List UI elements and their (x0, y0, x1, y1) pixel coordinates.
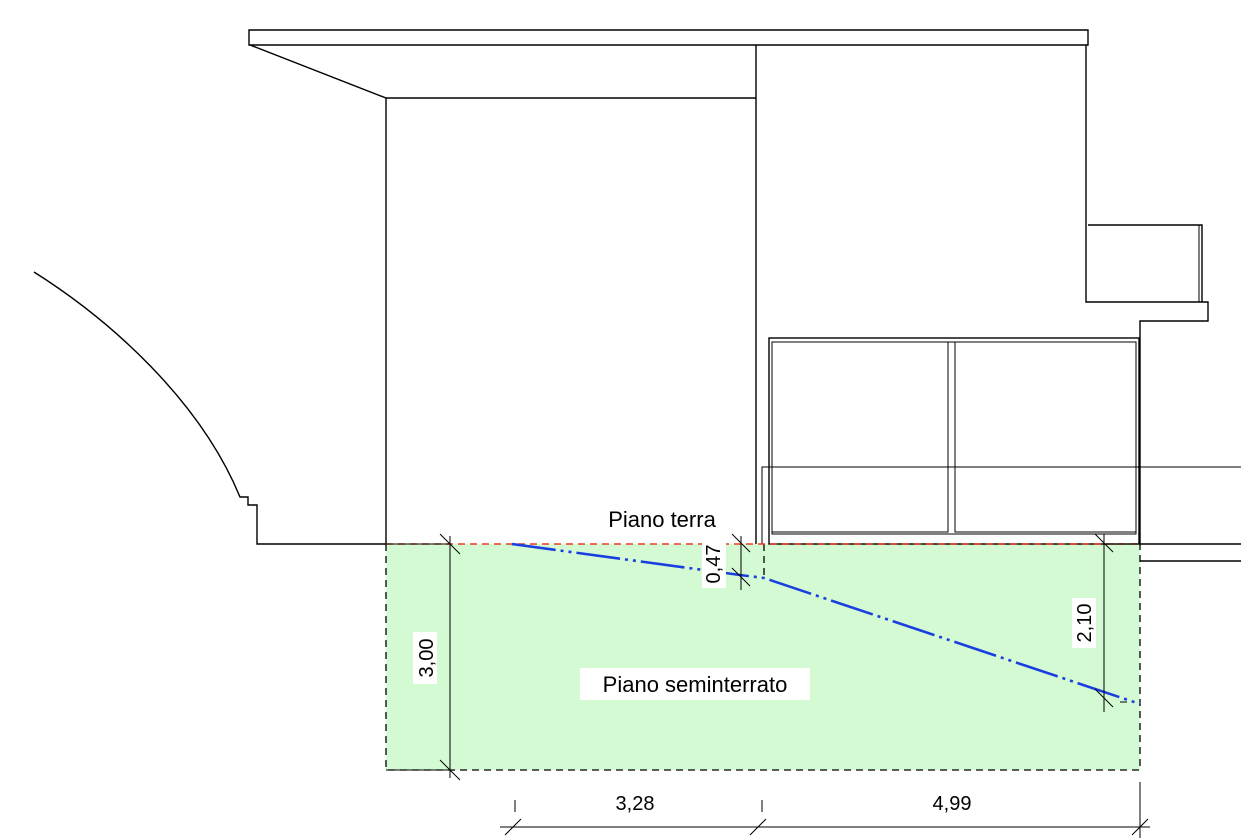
guard-rail (761, 466, 1241, 544)
semi-basement-area (386, 544, 1140, 770)
roof-slab (248, 29, 1089, 46)
roof-cantilever (249, 44, 756, 99)
ground-floor-label: Piano terra (608, 507, 716, 532)
dimension-height-right: 2,10 (1072, 533, 1140, 712)
window-frame-outer (768, 337, 1140, 545)
semi-basement-label: Piano seminterrato (603, 672, 788, 697)
dimension-height-left: 3,00 (386, 533, 461, 781)
right-facade (1085, 45, 1209, 544)
arch-outline (33, 271, 386, 545)
dimension-height-mid: 0,47 (702, 533, 751, 590)
window-pane-right (954, 341, 1137, 533)
dimension-label-height-mid: 0,47 (703, 545, 725, 584)
window-frame-inner (771, 341, 1137, 535)
semi-basement-outline (385, 544, 1141, 771)
terrain-profile-line (511, 542, 1141, 706)
dimension-width: 3,28 4,99 (500, 782, 1150, 838)
dimension-label-height-left: 3,00 (416, 639, 438, 678)
dimension-label-height-right: 2,10 (1074, 604, 1096, 643)
dimension-label-width-left: 3,28 (616, 793, 655, 815)
window-pane-left (771, 341, 949, 533)
dimension-label-width-right: 4,99 (933, 793, 972, 815)
balcony-railing (1088, 224, 1203, 302)
